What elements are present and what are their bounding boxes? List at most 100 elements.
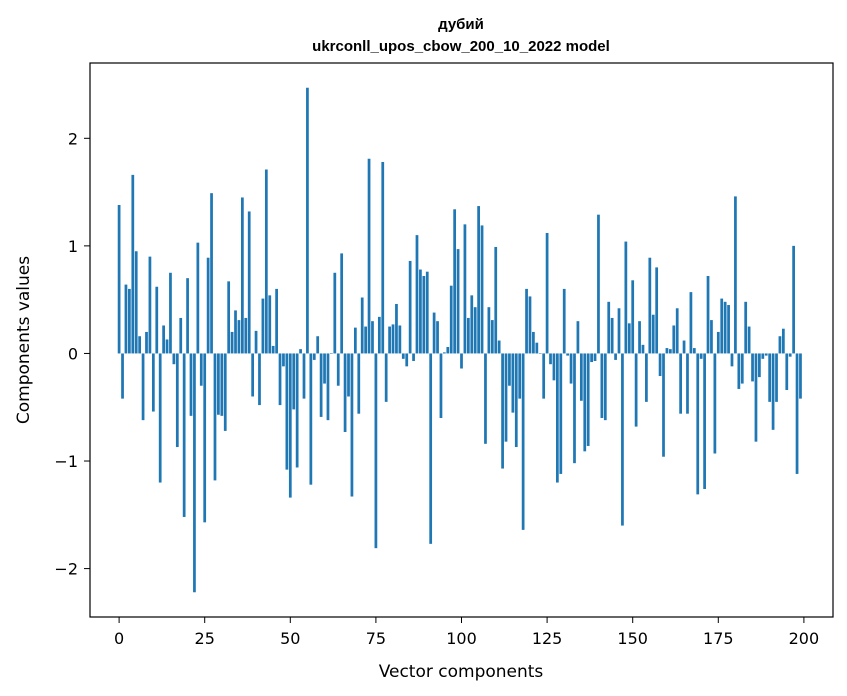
y-tick-label-1: 1 bbox=[68, 237, 78, 256]
bar-31 bbox=[223, 353, 227, 431]
bar-157 bbox=[655, 267, 659, 354]
y-axis-label: Components values bbox=[14, 256, 34, 424]
bar-52 bbox=[295, 353, 299, 468]
bar-78 bbox=[384, 353, 388, 402]
bar-184 bbox=[747, 326, 751, 354]
bar-120 bbox=[528, 296, 532, 354]
bar-105 bbox=[477, 206, 480, 354]
bar-124 bbox=[542, 353, 546, 399]
bar-44 bbox=[268, 295, 272, 354]
bar-177 bbox=[723, 301, 727, 354]
bar-98 bbox=[453, 209, 457, 354]
bar-20 bbox=[186, 278, 189, 354]
bar-133 bbox=[573, 353, 576, 464]
x-tick-label-100: 100 bbox=[446, 629, 477, 648]
bar-113 bbox=[504, 353, 508, 442]
bar-158 bbox=[658, 353, 662, 377]
bar-94 bbox=[439, 353, 443, 418]
bar-107 bbox=[484, 353, 487, 444]
bar-36 bbox=[241, 197, 244, 354]
bar-12 bbox=[158, 353, 162, 483]
bar-116 bbox=[514, 353, 518, 448]
bar-193 bbox=[778, 336, 782, 354]
bar-180 bbox=[734, 196, 737, 354]
bar-86 bbox=[412, 353, 415, 361]
bar-147 bbox=[621, 353, 624, 526]
bar-2 bbox=[124, 284, 128, 354]
bar-65 bbox=[340, 253, 344, 354]
bar-45 bbox=[271, 345, 275, 354]
bar-144 bbox=[610, 317, 614, 354]
bar-72 bbox=[364, 326, 367, 354]
bar-95 bbox=[443, 352, 446, 354]
bar-83 bbox=[401, 353, 405, 359]
bar-135 bbox=[579, 353, 583, 401]
bar-80 bbox=[391, 324, 395, 354]
bar-111 bbox=[497, 340, 501, 354]
bar-159 bbox=[662, 353, 665, 457]
bar-42 bbox=[261, 298, 265, 354]
bar-30 bbox=[220, 353, 224, 416]
bar-33 bbox=[230, 331, 234, 354]
bar-56 bbox=[309, 353, 313, 485]
bar-138 bbox=[590, 353, 593, 363]
bar-130 bbox=[562, 288, 566, 354]
bar-10 bbox=[151, 353, 155, 412]
bar-series bbox=[117, 87, 802, 593]
bar-21 bbox=[189, 353, 193, 416]
bar-115 bbox=[511, 353, 515, 413]
y-tick-label-0: 0 bbox=[68, 344, 78, 363]
bar-187 bbox=[758, 353, 761, 378]
bar-141 bbox=[600, 353, 604, 418]
bar-121 bbox=[532, 331, 535, 354]
bar-156 bbox=[651, 314, 655, 354]
bar-199 bbox=[799, 353, 802, 399]
bar-79 bbox=[388, 326, 391, 354]
bar-140 bbox=[597, 214, 600, 354]
y-tick-label-2: 2 bbox=[68, 129, 78, 148]
bar-32 bbox=[227, 281, 231, 354]
bar-61 bbox=[326, 353, 330, 421]
bar-110 bbox=[494, 246, 498, 354]
bar-154 bbox=[645, 353, 648, 402]
bar-41 bbox=[258, 353, 261, 406]
bar-192 bbox=[775, 353, 778, 402]
bar-191 bbox=[771, 353, 775, 430]
bar-167 bbox=[689, 292, 693, 354]
bar-162 bbox=[672, 325, 676, 354]
bar-125 bbox=[545, 232, 549, 354]
bar-194 bbox=[781, 328, 785, 354]
bar-108 bbox=[487, 307, 491, 354]
bar-77 bbox=[381, 161, 385, 354]
x-axis-ticks: 0 25 50 75 100 125 150 175 200 bbox=[114, 617, 819, 648]
x-tick-label-25: 25 bbox=[195, 629, 215, 648]
bar-139 bbox=[593, 353, 597, 361]
bar-119 bbox=[525, 288, 528, 354]
y-axis-ticks: −2 −1 0 1 2 bbox=[54, 129, 90, 579]
bar-66 bbox=[343, 353, 347, 432]
bar-195 bbox=[785, 353, 789, 391]
x-tick-label-0: 0 bbox=[114, 629, 124, 648]
bar-88 bbox=[419, 269, 422, 354]
bar-93 bbox=[436, 321, 439, 354]
bar-101 bbox=[463, 224, 467, 354]
bar-117 bbox=[518, 353, 522, 399]
bar-172 bbox=[706, 275, 710, 354]
bar-186 bbox=[754, 353, 758, 442]
bar-122 bbox=[535, 342, 539, 354]
bar-123 bbox=[538, 353, 542, 354]
bar-34 bbox=[234, 310, 237, 354]
x-tick-label-125: 125 bbox=[532, 629, 563, 648]
bar-13 bbox=[162, 325, 165, 354]
bar-176 bbox=[720, 298, 724, 354]
bar-16 bbox=[172, 353, 176, 365]
bar-28 bbox=[213, 353, 217, 481]
bar-179 bbox=[730, 353, 734, 367]
bar-26 bbox=[206, 257, 210, 354]
bar-164 bbox=[679, 353, 682, 414]
bar-145 bbox=[614, 353, 617, 360]
bar-17 bbox=[175, 353, 179, 448]
bar-55 bbox=[306, 87, 309, 354]
chart-title: дубий bbox=[438, 16, 484, 33]
bar-27 bbox=[210, 193, 213, 354]
